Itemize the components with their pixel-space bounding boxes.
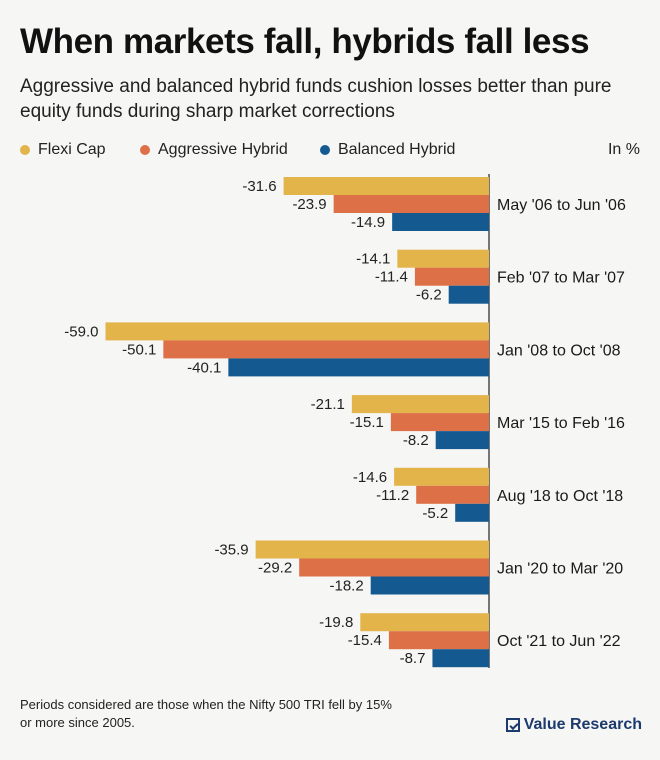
bar-aggressive-hybrid-1 <box>333 195 489 213</box>
brand-check-icon <box>505 718 520 732</box>
bar-aggressive-hybrid-7 <box>388 631 489 650</box>
bar-balanced-hybrid-7 <box>432 649 489 668</box>
bar-flexi-cap-1 <box>283 177 489 195</box>
value-label-flexi-cap-1: -31.6 <box>242 178 276 195</box>
value-label-flexi-cap-6: -35.9 <box>214 542 248 559</box>
bar-flexi-cap-2 <box>397 249 489 268</box>
category-label-2: Feb '07 to Mar '07 <box>497 270 625 287</box>
value-label-flexi-cap-3: -59.0 <box>64 323 98 340</box>
bar-balanced-hybrid-5 <box>455 503 489 522</box>
unit-label: In % <box>607 141 640 158</box>
value-label-balanced-hybrid-7: -8.7 <box>400 650 426 667</box>
value-label-balanced-hybrid-3: -40.1 <box>187 359 221 376</box>
bar-flexi-cap-7 <box>360 613 489 632</box>
bar-aggressive-hybrid-2 <box>414 267 489 286</box>
category-label-3: Jan '08 to Oct '08 <box>497 342 621 359</box>
value-label-aggressive-hybrid-3: -50.1 <box>122 341 156 358</box>
bar-flexi-cap-4 <box>351 395 489 414</box>
legend-swatch-balanced-hybrid <box>320 145 330 155</box>
chart-title: When markets fall, hybrids fall less <box>20 22 590 61</box>
bar-balanced-hybrid-1 <box>392 213 489 231</box>
value-label-flexi-cap-7: -19.8 <box>319 614 353 631</box>
brand-name: Value Research <box>523 716 642 733</box>
value-label-balanced-hybrid-5: -5.2 <box>422 505 448 522</box>
category-label-6: Jan '20 to Mar '20 <box>497 561 623 578</box>
legend-swatch-aggressive-hybrid <box>140 145 150 155</box>
legend-label-balanced-hybrid: Balanced Hybrid <box>338 141 456 158</box>
bar-flexi-cap-5 <box>394 467 489 486</box>
value-label-aggressive-hybrid-1: -23.9 <box>292 196 326 213</box>
legend: Flexi Cap Aggressive Hybrid Balanced Hyb… <box>20 141 640 163</box>
legend-item-flexi-cap: Flexi Cap <box>20 141 106 159</box>
bar-aggressive-hybrid-4 <box>390 413 489 432</box>
bar-balanced-hybrid-2 <box>448 285 489 304</box>
chart-subtitle: Aggressive and balanced hybrid funds cus… <box>20 76 612 122</box>
value-label-balanced-hybrid-6: -18.2 <box>329 578 363 595</box>
value-label-aggressive-hybrid-4: -15.1 <box>350 414 384 431</box>
bar-flexi-cap-6 <box>255 540 489 559</box>
value-label-aggressive-hybrid-7: -15.4 <box>348 632 382 649</box>
legend-label-aggressive-hybrid: Aggressive Hybrid <box>158 141 288 158</box>
value-label-aggressive-hybrid-6: -29.2 <box>258 560 292 577</box>
bar-balanced-hybrid-4 <box>435 431 489 450</box>
legend-item-balanced-hybrid: Balanced Hybrid <box>320 141 455 159</box>
category-label-5: Aug '18 to Oct '18 <box>497 488 623 505</box>
brand-logo: Value Research <box>505 716 642 734</box>
bar-aggressive-hybrid-5 <box>416 485 489 504</box>
footnote: Periods considered are those when the Ni… <box>20 697 392 730</box>
value-label-balanced-hybrid-2: -6.2 <box>416 287 442 304</box>
legend-label-flexi-cap: Flexi Cap <box>38 141 106 158</box>
bar-aggressive-hybrid-6 <box>299 558 489 577</box>
value-label-balanced-hybrid-1: -14.9 <box>351 214 385 231</box>
value-label-flexi-cap-5: -14.6 <box>353 469 387 486</box>
bar-balanced-hybrid-3 <box>228 358 489 377</box>
bar-aggressive-hybrid-3 <box>163 340 489 359</box>
category-label-7: Oct '21 to Jun '22 <box>497 633 621 650</box>
value-label-flexi-cap-4: -21.1 <box>311 396 345 413</box>
category-label-1: May '06 to Jun '06 <box>497 197 626 214</box>
value-label-aggressive-hybrid-5: -11.2 <box>376 487 409 504</box>
value-label-balanced-hybrid-4: -8.2 <box>403 432 429 449</box>
legend-item-aggressive-hybrid: Aggressive Hybrid <box>140 141 288 159</box>
value-label-aggressive-hybrid-2: -11.4 <box>375 269 408 286</box>
legend-swatch-flexi-cap <box>20 145 30 155</box>
bar-balanced-hybrid-6 <box>370 576 489 595</box>
category-label-4: Mar '15 to Feb '16 <box>497 415 625 432</box>
value-label-flexi-cap-2: -14.1 <box>356 251 390 268</box>
bar-flexi-cap-3 <box>105 322 489 341</box>
